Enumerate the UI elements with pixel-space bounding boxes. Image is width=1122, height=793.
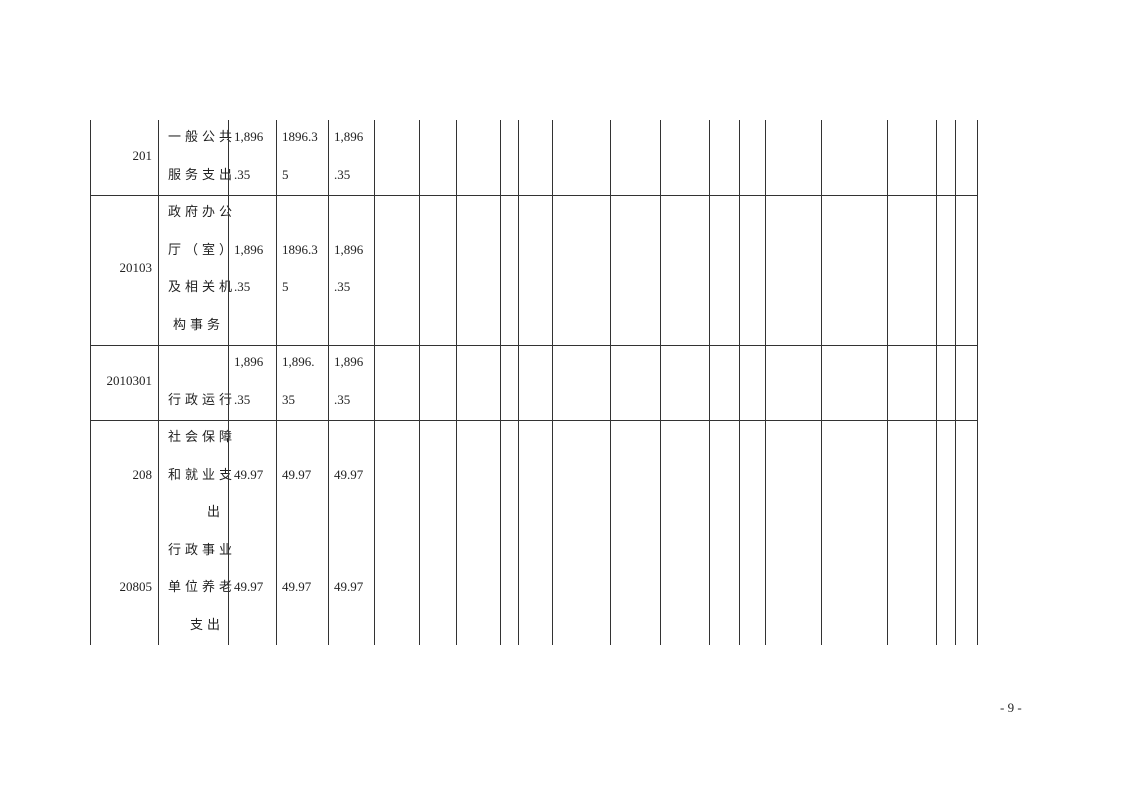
column-divider: [90, 120, 91, 645]
column-divider: [610, 120, 611, 645]
column-divider: [955, 120, 956, 645]
row-value: 5: [282, 279, 289, 294]
row-value: 1,896: [334, 241, 364, 257]
row-name-line: 行政运行: [168, 391, 237, 407]
column-divider: [328, 120, 329, 645]
row-name-line: 单位养老: [168, 579, 237, 594]
row-name-line: 行政事业: [168, 541, 237, 557]
row-divider: [90, 195, 978, 196]
row-divider: [90, 420, 978, 421]
column-divider: [158, 120, 159, 645]
row-code: 20103: [119, 260, 153, 276]
row-value: .35: [234, 166, 251, 182]
row-value: .35: [234, 279, 251, 294]
column-divider: [977, 120, 978, 645]
column-divider: [374, 120, 375, 645]
row-name-line: 构事务: [172, 316, 224, 332]
row-name-line: 及相关机: [168, 279, 237, 294]
column-divider: [765, 120, 766, 645]
page-number: - 9 -: [1000, 700, 1022, 715]
row-value: .35: [334, 166, 351, 182]
row-value: .35: [334, 279, 351, 294]
row-name-line: 和就业支: [168, 466, 237, 482]
row-value: 1,896: [334, 354, 364, 369]
column-divider: [456, 120, 457, 645]
row-name-line: 政府办公: [168, 204, 237, 219]
row-code: 201: [132, 147, 153, 163]
row-name-line: 服务支出: [168, 166, 237, 182]
row-value: 49.97: [282, 579, 312, 594]
row-code: 2010301: [106, 372, 153, 388]
column-divider: [419, 120, 420, 645]
row-value: .35: [234, 391, 251, 407]
row-value: 1896.3: [282, 241, 318, 257]
row-value: 1,896: [334, 129, 364, 144]
row-code: 208: [132, 466, 153, 482]
row-value: 1,896: [234, 354, 264, 369]
row-name-line: 社会保障: [168, 429, 237, 444]
row-value: 5: [282, 166, 289, 182]
row-name-line: 一般公共: [168, 129, 237, 144]
column-divider: [887, 120, 888, 645]
row-value: .35: [334, 391, 351, 407]
column-divider: [500, 120, 501, 645]
row-value: 35: [282, 391, 295, 407]
column-divider: [660, 120, 661, 645]
column-divider: [739, 120, 740, 645]
row-value: 1,896: [234, 241, 264, 257]
row-name-line: 厅（室）: [168, 241, 237, 257]
column-divider: [518, 120, 519, 645]
row-value: 1,896.: [282, 354, 315, 369]
row-value: 49.97: [234, 579, 264, 594]
column-divider: [552, 120, 553, 645]
row-name-line: 支出: [189, 616, 224, 632]
row-value: 1896.3: [282, 129, 318, 144]
row-value: 1,896: [234, 129, 264, 144]
row-value: 49.97: [282, 466, 312, 482]
column-divider: [821, 120, 822, 645]
row-value: 49.97: [234, 466, 264, 482]
column-divider: [936, 120, 937, 645]
column-divider: [276, 120, 277, 645]
column-divider: [709, 120, 710, 645]
row-value: 49.97: [334, 579, 364, 594]
row-code: 20805: [119, 579, 153, 594]
column-divider: [228, 120, 229, 645]
row-value: 49.97: [334, 466, 364, 482]
row-divider: [90, 345, 978, 346]
row-name-line: 出: [206, 504, 224, 519]
